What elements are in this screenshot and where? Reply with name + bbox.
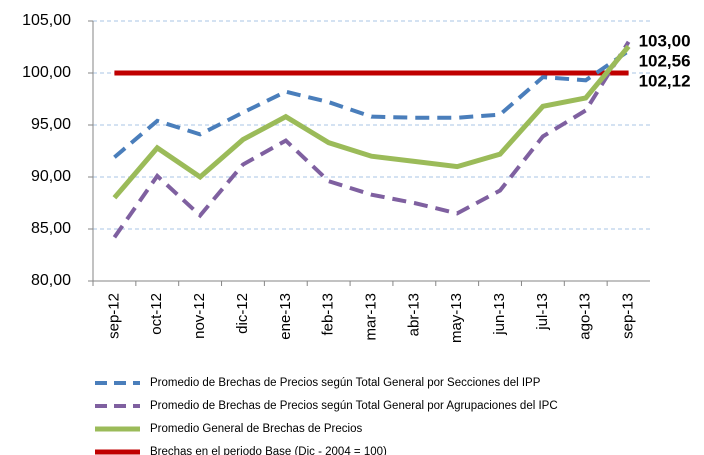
x-tick-label: jul-13 bbox=[534, 293, 551, 331]
value-label: 103,00 bbox=[639, 31, 691, 50]
y-tick-label: 100,00 bbox=[22, 64, 71, 81]
x-tick-label: sep-12 bbox=[105, 293, 122, 339]
x-tick-label: mar-13 bbox=[362, 293, 379, 341]
series-line bbox=[112, 40, 631, 239]
x-tick-label: feb-13 bbox=[320, 293, 337, 336]
legend-label: Brechas en el periodo Base (Dic - 2004 =… bbox=[150, 446, 387, 455]
y-tick-label: 95,00 bbox=[31, 116, 71, 133]
legend-label: Promedio de Brechas de Precios según Tot… bbox=[150, 400, 558, 412]
y-tick-label: 85,00 bbox=[31, 220, 71, 237]
x-tick-label: jun-13 bbox=[491, 293, 508, 336]
y-tick-label: 105,00 bbox=[22, 12, 71, 29]
x-tick-label: may-13 bbox=[448, 293, 465, 343]
x-tick-label: nov-12 bbox=[191, 293, 208, 339]
x-tick-label: ene-13 bbox=[277, 293, 294, 340]
x-tick-label: dic-12 bbox=[234, 293, 251, 334]
legend-label: Promedio de Brechas de Precios según Tot… bbox=[150, 377, 541, 389]
value-label: 102,12 bbox=[639, 71, 691, 90]
value-label: 102,56 bbox=[639, 51, 691, 70]
series-line bbox=[113, 49, 630, 159]
x-tick-label: sep-13 bbox=[620, 293, 637, 339]
legend-label: Promedio General de Brechas de Precios bbox=[150, 423, 362, 435]
y-tick-label: 90,00 bbox=[31, 168, 71, 185]
x-tick-label: oct-12 bbox=[148, 293, 165, 335]
y-tick-label: 80,00 bbox=[31, 272, 71, 289]
x-tick-label: abr-13 bbox=[405, 293, 422, 336]
x-tick-label: ago-13 bbox=[577, 293, 594, 340]
series-line bbox=[112, 44, 631, 200]
